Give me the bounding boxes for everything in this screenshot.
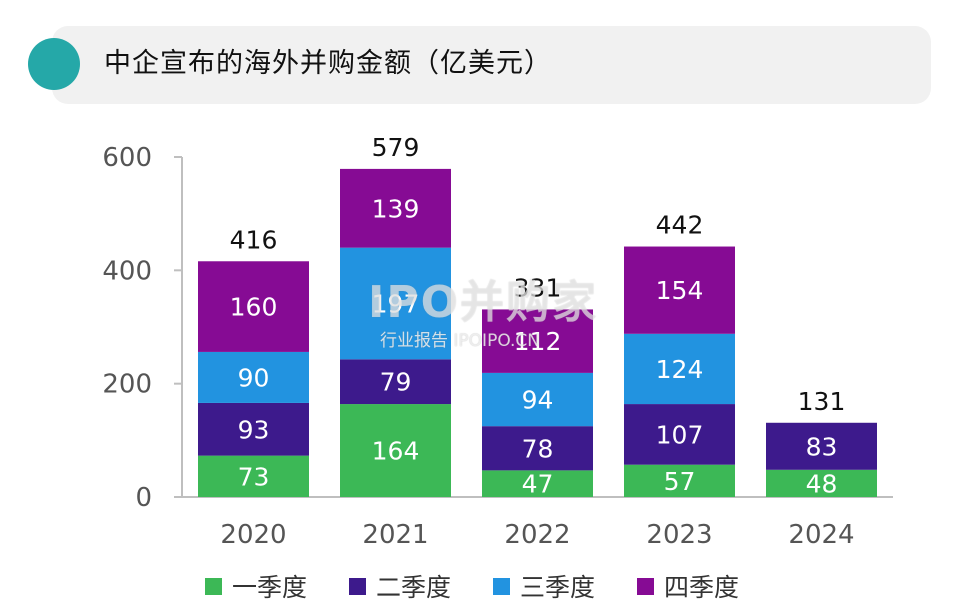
legend-item-q4: 四季度: [637, 568, 739, 604]
bar-segment: [198, 455, 309, 497]
bar-segment: [198, 351, 309, 403]
bar-total-label: 331: [514, 273, 562, 302]
legend-item-q2: 二季度: [349, 568, 451, 604]
legend-label-q2: 二季度: [376, 573, 452, 602]
bar-value-label: 48: [806, 469, 838, 498]
bar-segment: [340, 359, 451, 405]
bar-value-label: 93: [238, 415, 270, 444]
y-tick-label: 600: [102, 143, 152, 173]
legend-swatch-q4: [637, 577, 655, 595]
x-tick-label: 2021: [362, 520, 428, 550]
legend-swatch-q3: [493, 577, 511, 595]
bar-segment: [482, 372, 593, 427]
bar-value-label: 94: [522, 386, 554, 415]
bar-segment: [766, 469, 877, 497]
bar-segment: [624, 404, 735, 465]
chart-title: 中企宣布的海外并购金额（亿美元）: [104, 48, 552, 79]
bar-segment: [624, 333, 735, 405]
legend-swatch-q2: [349, 577, 367, 595]
bar-total-label: 131: [798, 387, 846, 416]
y-tick-label: 0: [135, 483, 152, 513]
bar-value-label: 160: [230, 293, 278, 322]
bar-segment: [340, 247, 451, 360]
legend-label-q4: 四季度: [664, 573, 740, 602]
legend-swatch-q1: [205, 577, 222, 595]
bar-segment: [624, 464, 735, 497]
bar-segment: [198, 402, 309, 456]
x-tick-label: 2023: [646, 520, 712, 550]
bar-value-label: 78: [522, 434, 554, 463]
bar-segment: [624, 246, 735, 334]
bar-segment: [340, 168, 451, 248]
legend: 一季度 二季度 三季度 四季度: [205, 566, 739, 606]
bar-segment: [766, 422, 877, 470]
bar-total-label: 579: [372, 133, 420, 162]
x-tick-label: 2020: [220, 520, 286, 550]
bar-value-label: 112: [514, 327, 562, 356]
x-tick-label: 2024: [788, 520, 854, 550]
x-tick-label: 2022: [504, 520, 570, 550]
bar-segment: [198, 261, 309, 352]
title-dot-icon: [28, 38, 80, 90]
watermark-logo: IPO并购家: [368, 277, 599, 328]
bar-total-label: 442: [656, 211, 704, 240]
legend-label-q1: 一季度: [232, 573, 308, 602]
bar-segment: [340, 404, 451, 497]
bar-segment: [482, 470, 593, 497]
y-tick-label: 400: [102, 256, 152, 286]
bar-segment: [482, 426, 593, 471]
y-tick-label: 200: [102, 370, 152, 400]
bar-value-label: 107: [656, 420, 704, 449]
title-bar: [52, 26, 931, 104]
bar-segment: [482, 309, 593, 373]
bar-value-label: 83: [806, 432, 838, 461]
legend-label-q3: 三季度: [520, 573, 596, 602]
bar-value-label: 79: [380, 368, 412, 397]
legend-item-q1: 一季度: [205, 568, 307, 604]
bar-value-label: 154: [656, 276, 704, 305]
bar-value-label: 47: [522, 470, 554, 499]
bar-total-label: 416: [230, 225, 278, 254]
bar-value-label: 164: [372, 437, 420, 466]
bar-value-label: 197: [372, 289, 420, 318]
bar-value-label: 73: [238, 462, 270, 491]
legend-item-q3: 三季度: [493, 568, 595, 604]
bar-value-label: 124: [656, 355, 704, 384]
watermark-text: 行业报告 IPOIPO.CN: [380, 331, 540, 351]
bar-value-label: 57: [664, 467, 696, 496]
bar-value-label: 139: [372, 194, 420, 223]
bar-value-label: 90: [238, 363, 270, 392]
